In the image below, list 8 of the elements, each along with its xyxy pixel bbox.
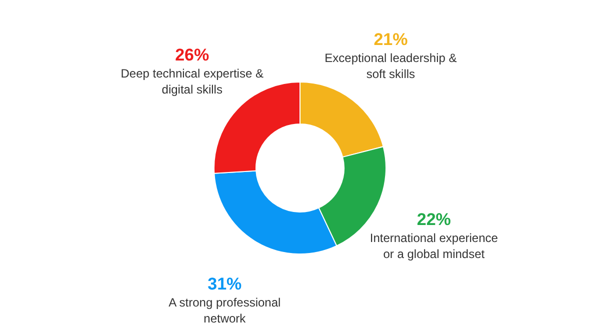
data-label: 22% xyxy=(416,210,451,230)
slice-label: A strong professional network xyxy=(168,295,281,326)
slice-label: International experience or a global mindset xyxy=(370,231,498,262)
slice-label: Deep technical expertise & digital skills xyxy=(120,66,264,97)
data-label: 21% xyxy=(374,30,408,50)
data-label: 26% xyxy=(175,46,210,65)
slice-label: Exceptional leadership & soft skills xyxy=(324,51,457,82)
data-label: 31% xyxy=(208,274,242,294)
